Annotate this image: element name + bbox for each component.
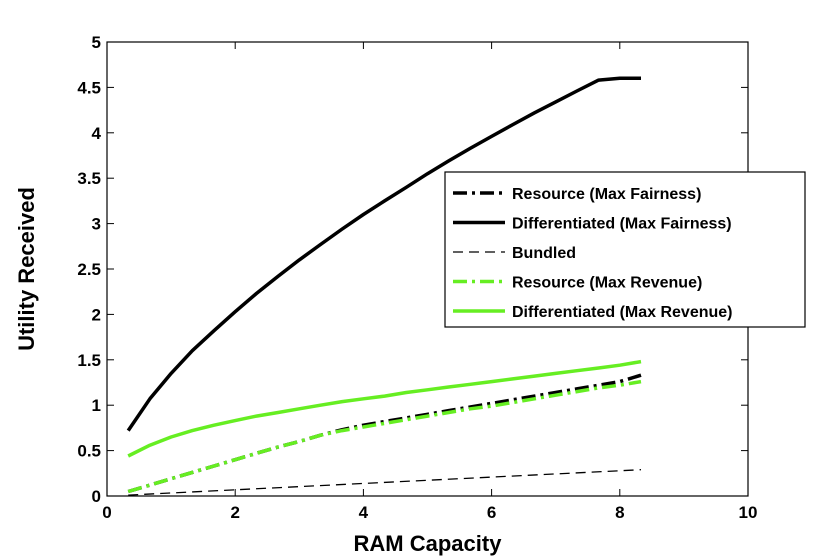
legend-label-3: Bundled xyxy=(512,245,576,262)
series-line-4 xyxy=(127,379,642,494)
y-tick-label: 5 xyxy=(92,33,101,52)
y-tick-label: 1.5 xyxy=(77,351,101,370)
legend-label-1: Resource (Max Fairness) xyxy=(512,186,701,203)
legend-label-4: Resource (Max Revenue) xyxy=(512,275,702,292)
y-tick-label: 0 xyxy=(92,487,101,506)
x-tick-label: 6 xyxy=(487,503,496,522)
x-axis-label: RAM Capacity xyxy=(354,531,503,556)
y-tick-label: 4 xyxy=(92,124,102,143)
y-axis-label: Utility Received xyxy=(14,187,39,351)
series-layer xyxy=(126,76,642,496)
series-line-5 xyxy=(127,359,642,458)
series-line-3 xyxy=(128,469,642,496)
legend: Resource (Max Fairness) Differentiated (M… xyxy=(444,171,806,328)
y-tick-label: 2 xyxy=(92,305,101,324)
series-line-2 xyxy=(126,76,641,432)
x-tick-label: 10 xyxy=(739,503,758,522)
legend-label-2: Differentiated (Max Fairness) xyxy=(512,216,732,233)
y-tick-label: 2.5 xyxy=(77,260,101,279)
x-tick-label: 4 xyxy=(359,503,369,522)
legend-box xyxy=(444,171,806,328)
y-tick-label: 3 xyxy=(92,215,101,234)
x-tick-label: 0 xyxy=(102,503,111,522)
ticks-layer: 0 2 4 6 8 10 0 0.5 1 1.5 2 2.5 3 3.5 4 4.5 5 xyxy=(77,33,757,522)
legend-label-5: Differentiated (Max Revenue) xyxy=(512,304,733,321)
y-tick-label: 3.5 xyxy=(77,169,101,188)
y-tick-label: 4.5 xyxy=(77,78,101,97)
x-tick-label: 2 xyxy=(230,503,239,522)
y-tick-label: 0.5 xyxy=(77,442,101,461)
x-tick-label: 8 xyxy=(615,503,624,522)
y-tick-label: 1 xyxy=(92,396,101,415)
